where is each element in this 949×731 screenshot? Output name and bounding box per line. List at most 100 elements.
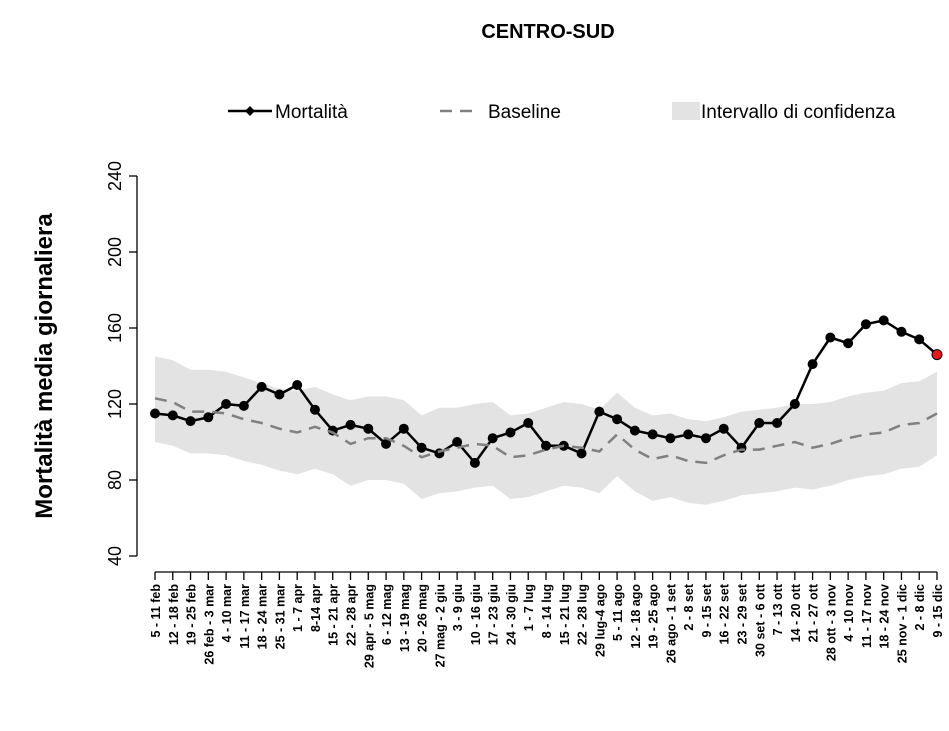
data-point: [931, 349, 943, 361]
data-point: [416, 442, 427, 453]
x-tick-label: 2 - 8 set: [682, 583, 696, 630]
x-tick-label: 24 - 30 giu: [504, 584, 518, 645]
x-tick-label: 2 - 8 dic: [913, 584, 927, 631]
x-tick-label: 15 - 21 lug: [558, 584, 572, 645]
x-tick-label: 11 - 17 nov: [860, 584, 874, 648]
data-point: [843, 338, 854, 349]
data-point: [541, 440, 551, 451]
x-tick-label: 20 - 26 mag: [416, 584, 430, 652]
x-tick-label: 4 - 10 mar: [220, 584, 234, 643]
x-tick-label: 11 - 17 mar: [238, 584, 252, 649]
x-tick-label: 10 - 16 giu: [469, 584, 483, 645]
legend-swatch: [672, 102, 700, 120]
x-tick-label: 1 - 7 lug: [522, 584, 536, 631]
data-point: [274, 389, 285, 400]
legend-marker: [245, 106, 255, 116]
x-tick-label: 19 - 25 feb: [185, 584, 199, 646]
x-tick-label: 9 - 15 dic: [931, 584, 945, 638]
x-tick-label: 26 feb - 3 mar: [202, 584, 216, 665]
data-point: [221, 399, 232, 409]
legend-label: Intervallo di confidenza: [701, 102, 896, 123]
y-axis-title: Mortalità media giornaliera: [31, 213, 58, 519]
y-tick-label: 80: [105, 470, 125, 490]
x-tick-label: 16 - 22 set: [718, 583, 732, 644]
x-tick-label: 22 - 28 apr: [345, 584, 359, 646]
data-point: [878, 315, 889, 326]
x-tick-label: 15 - 21 apr: [327, 584, 341, 646]
legend-label: Mortalità: [275, 102, 348, 123]
y-tick-label: 240: [105, 161, 125, 191]
data-point: [505, 427, 516, 438]
x-tick-label: 18 - 24 mar: [256, 584, 270, 649]
x-tick-label: 25 nov - 1 dic: [895, 584, 909, 663]
data-point: [807, 359, 818, 370]
x-tick-label: 5 - 11 ago: [611, 584, 625, 641]
y-tick-label: 120: [105, 389, 125, 419]
data-point: [238, 400, 249, 411]
y-tick-label: 160: [105, 313, 125, 343]
data-point: [167, 410, 178, 421]
data-point: [647, 429, 658, 440]
data-point: [718, 423, 729, 434]
legend: Mortalità Baseline Intervallo di confide…: [228, 102, 896, 123]
confidence-band: [155, 356, 937, 505]
data-point: [469, 457, 480, 468]
x-tick-label: 25 - 31 mar: [273, 584, 287, 649]
data-point: [203, 412, 214, 423]
x-tick-label: 17 - 23 giu: [487, 584, 501, 645]
x-tick-label: 7 - 13 ott: [771, 583, 785, 635]
data-point: [594, 406, 605, 417]
x-tick-label: 4 - 10 nov: [842, 584, 856, 642]
data-point: [363, 423, 374, 434]
x-tick-label: 6 - 12 mag: [380, 584, 394, 645]
data-point: [309, 404, 320, 415]
data-point: [612, 414, 623, 425]
data-point: [576, 448, 587, 459]
x-tick-label: 28 ott - 3 nov: [824, 584, 838, 661]
x-tick-label: 19 - 25 ago: [647, 584, 661, 649]
data-point: [523, 418, 534, 428]
y-tick-label: 200: [105, 237, 125, 267]
x-tick-label: 27 mag - 2 giu: [433, 584, 447, 667]
data-point: [398, 423, 409, 434]
data-point: [860, 319, 871, 330]
x-tick-label: 12 - 18 ago: [629, 584, 643, 649]
y-tick-label: 40: [105, 546, 125, 566]
data-point: [914, 334, 925, 345]
legend-label: Baseline: [488, 102, 561, 123]
data-point: [683, 429, 694, 440]
data-point: [772, 418, 783, 428]
data-point: [754, 418, 765, 428]
x-tick-label: 21 - 27 ott: [807, 583, 821, 642]
x-tick-label: 1 - 7 apr: [291, 584, 305, 632]
x-tick-label: 22 - 28 lug: [576, 584, 590, 645]
data-point: [292, 380, 303, 390]
data-point: [629, 425, 640, 436]
data-point: [256, 381, 267, 392]
x-tick-label: 5 - 11 feb: [149, 584, 163, 638]
x-tick-label: 30 set - 6 ott: [753, 583, 767, 657]
x-tick-label: 29 lug-4 ago: [593, 584, 607, 657]
x-tick-label: 26 ago - 1 set: [664, 583, 678, 663]
data-point: [700, 433, 711, 444]
x-tick-label: 8-14 apr: [309, 584, 323, 632]
data-point: [896, 326, 907, 337]
x-tick-label: 14 - 20 ott: [789, 583, 803, 642]
data-point: [825, 332, 836, 343]
x-tick-label: 12 - 18 feb: [167, 584, 181, 646]
data-point: [452, 437, 463, 447]
data-point: [150, 408, 160, 419]
x-tick-label: 13 - 19 mag: [398, 584, 412, 652]
x-tick-label: 29 apr - 5 mag: [362, 584, 376, 668]
data-point: [185, 416, 196, 427]
x-tick-label: 9 - 15 set: [700, 583, 714, 637]
x-tick-label: 3 - 9 giu: [451, 584, 465, 631]
x-tick-label: 8 - 14 lug: [540, 584, 554, 638]
x-tick-label: 23 - 29 set: [736, 583, 750, 644]
data-point: [665, 433, 676, 444]
data-point: [789, 399, 800, 409]
data-point: [487, 433, 498, 444]
data-point: [345, 419, 356, 430]
x-tick-label: 18 - 24 nov: [878, 584, 892, 649]
